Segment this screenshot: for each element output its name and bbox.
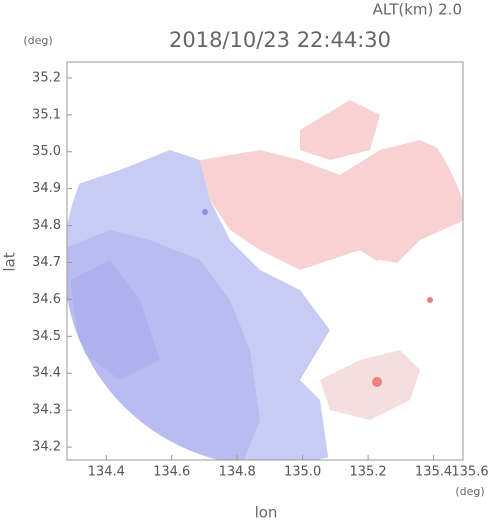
x-tick-label: 134.6 <box>153 465 190 480</box>
y-tick-label: 34.6 <box>32 292 61 307</box>
y-tick-label: 35.0 <box>32 144 61 159</box>
y-axis-label: lat <box>1 252 19 271</box>
y-tick-label: 34.5 <box>32 329 61 344</box>
y-tick-label: 34.8 <box>32 218 61 233</box>
x-tick-label: 134.4 <box>88 465 125 480</box>
y-tick-label: 34.2 <box>32 440 61 455</box>
y-tick-label: 34.9 <box>32 181 61 196</box>
x-tick-label: 135.6 <box>451 465 488 480</box>
plot-frame <box>66 61 464 461</box>
chart-title: 2018/10/23 22:44:30 <box>169 28 391 52</box>
y-tick-label: 34.3 <box>32 403 61 418</box>
x-unit: (deg) <box>455 485 484 498</box>
x-tick-label: 135.0 <box>284 465 321 480</box>
y-tick-label: 35.1 <box>32 107 61 122</box>
x-tick-label: 134.8 <box>219 465 256 480</box>
y-unit: (deg) <box>23 34 52 47</box>
subtitle: ALT(km) 2.0 <box>373 1 462 19</box>
field <box>67 62 463 460</box>
x-tick-label: 135.4 <box>415 465 452 480</box>
x-tick-label: 135.2 <box>349 465 386 480</box>
x-axis-label: lon <box>255 504 278 521</box>
y-tick-label: 34.7 <box>32 255 61 270</box>
y-tick-label: 34.4 <box>32 366 61 381</box>
y-tick-label: 35.2 <box>32 70 61 85</box>
